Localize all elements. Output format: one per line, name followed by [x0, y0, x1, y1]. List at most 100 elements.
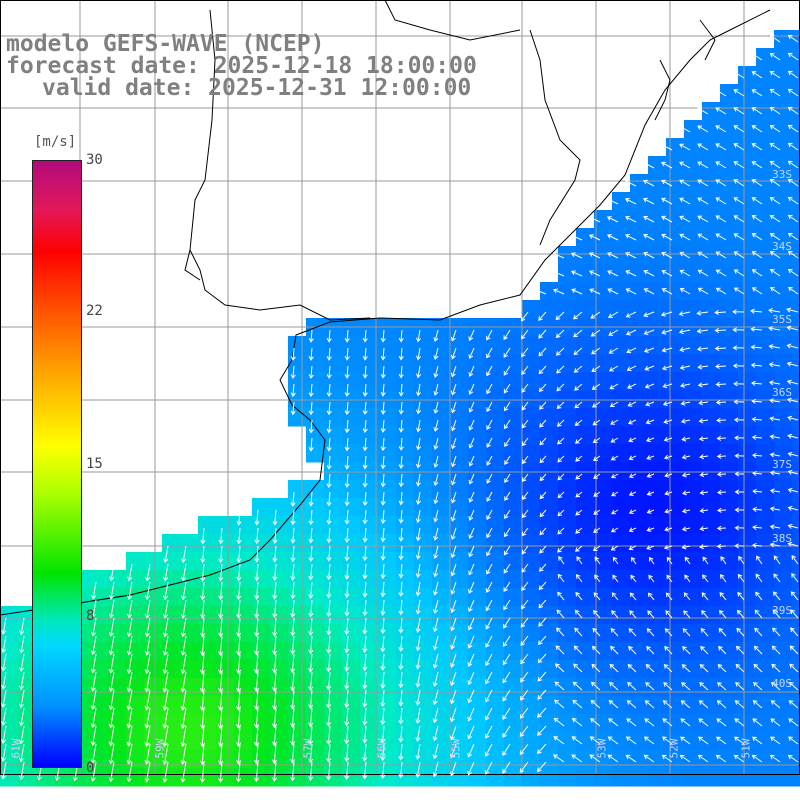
wind-arrow: [344, 581, 350, 599]
speed-cell: [630, 228, 649, 247]
speed-cell: [756, 408, 775, 427]
wind-arrow: [539, 527, 547, 536]
wind-arrow: [679, 347, 691, 352]
speed-cell: [468, 444, 487, 463]
wind-arrow: [486, 437, 493, 448]
speed-cell: [252, 678, 271, 697]
speed-cell: [756, 102, 775, 121]
wind-arrow: [503, 347, 511, 358]
speed-cell: [720, 426, 739, 445]
speed-cell: [144, 696, 163, 715]
wind-arrow: [484, 743, 493, 757]
wind-arrow: [504, 419, 511, 430]
wind-arrow: [520, 599, 529, 610]
wind-arrow: [1, 761, 7, 780]
wind-arrow: [380, 383, 386, 397]
wind-arrow: [591, 645, 601, 655]
speed-cell: [630, 480, 649, 499]
speed-cell: [594, 264, 613, 283]
speed-cell: [504, 570, 523, 589]
speed-cell: [648, 408, 667, 427]
speed-cell: [468, 750, 487, 769]
wind-arrow: [556, 383, 565, 392]
wind-arrow: [787, 88, 799, 97]
wind-arrow: [235, 743, 242, 765]
wind-arrow: [1, 617, 7, 635]
wind-arrow: [308, 635, 314, 655]
speed-cell: [342, 516, 361, 535]
speed-cell: [324, 444, 343, 463]
wind-arrow: [503, 329, 511, 341]
wind-arrow: [643, 215, 655, 223]
wind-arrow: [733, 417, 745, 423]
wind-arrow: [162, 581, 169, 601]
speed-cell: [504, 714, 523, 733]
wind-arrow: [682, 628, 691, 637]
wind-arrow: [380, 581, 386, 598]
wind-arrow: [769, 470, 781, 476]
wind-arrow: [697, 215, 709, 223]
wind-arrow: [235, 707, 242, 729]
speed-cell: [576, 516, 595, 535]
wind-arrow: [433, 437, 439, 451]
wind-arrow: [660, 311, 673, 317]
wind-arrow: [661, 288, 673, 295]
wind-arrow: [788, 681, 799, 691]
wind-arrow: [18, 725, 25, 745]
wind-arrow: [536, 761, 547, 773]
speed-cell: [756, 138, 775, 157]
wind-arrow: [380, 545, 386, 561]
wind-arrow: [467, 635, 475, 649]
wind-arrow: [570, 252, 583, 259]
wind-arrow: [718, 645, 727, 655]
speed-cell: [576, 264, 595, 283]
speed-cell: [504, 426, 523, 445]
speed-cell: [126, 732, 145, 751]
wind-arrow: [643, 329, 655, 335]
wind-arrow: [717, 507, 727, 513]
speed-cell: [432, 714, 451, 733]
speed-cell: [648, 210, 667, 229]
speed-cell: [666, 336, 685, 355]
speed-cell: [378, 354, 397, 373]
wind-arrow: [661, 197, 673, 205]
speed-cell: [702, 300, 721, 319]
wind-arrow: [308, 599, 314, 618]
wind-arrow: [254, 743, 260, 765]
wind-arrow: [646, 491, 655, 496]
wind-arrow: [768, 326, 781, 332]
wind-arrow: [450, 491, 457, 504]
wind-arrow: [415, 455, 421, 469]
speed-cell: [468, 588, 487, 607]
speed-cell: [18, 750, 37, 769]
colorbar-tick: 22: [86, 303, 103, 319]
speed-cell: [432, 570, 451, 589]
wind-arrow: [398, 329, 404, 343]
wind-arrow: [610, 527, 619, 533]
wind-arrow: [504, 455, 511, 465]
wind-arrow: [698, 736, 709, 745]
wind-arrow: [144, 689, 151, 711]
wind-arrow: [486, 383, 493, 395]
speed-cell: [648, 696, 667, 715]
wind-arrow: [344, 437, 350, 452]
speed-cell: [486, 732, 505, 751]
wind-arrow: [769, 215, 781, 223]
speed-cell: [792, 534, 800, 553]
speed-cell: [576, 372, 595, 391]
wind-arrow: [290, 365, 296, 380]
speed-cell: [270, 498, 289, 517]
speed-cell: [756, 48, 775, 67]
speed-cell: [774, 408, 793, 427]
speed-cell: [198, 534, 217, 553]
wind-arrow: [380, 653, 386, 671]
speed-cell: [468, 678, 487, 697]
speed-cell: [738, 552, 757, 571]
wind-arrow: [380, 419, 386, 433]
speed-cell: [612, 570, 631, 589]
wind-arrow: [486, 563, 493, 575]
wind-arrow: [467, 707, 475, 722]
wind-arrow: [608, 699, 619, 709]
wind-arrow: [734, 453, 745, 459]
wind-arrow: [180, 671, 187, 693]
